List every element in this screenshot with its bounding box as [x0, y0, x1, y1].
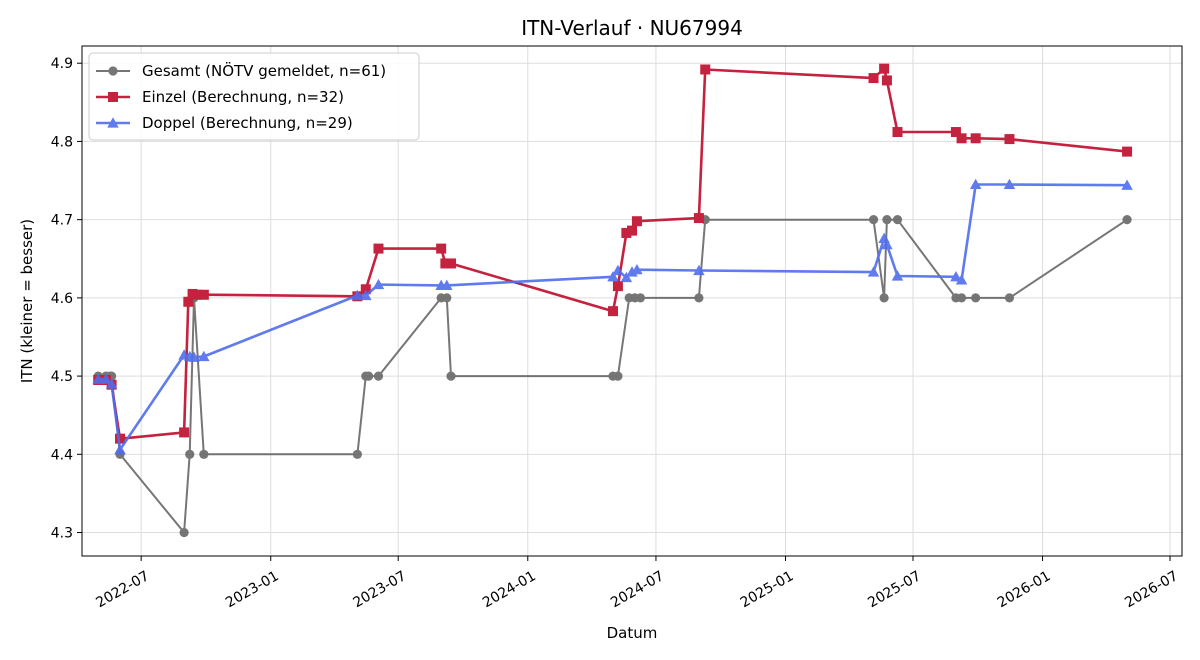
data-point — [881, 75, 892, 86]
data-point — [612, 281, 623, 292]
data-point — [1004, 134, 1015, 145]
data-point — [621, 227, 632, 238]
data-point — [971, 293, 981, 303]
data-point — [199, 449, 209, 459]
data-point — [627, 225, 637, 236]
data-point — [440, 258, 451, 269]
data-point — [108, 92, 118, 102]
data-point — [100, 373, 112, 384]
data-point — [364, 371, 374, 381]
y-tick-label: 4.4 — [51, 447, 73, 463]
data-point — [607, 306, 618, 317]
legend-label: Doppel (Berechnung, n=29) — [142, 114, 353, 132]
y-tick-label: 4.3 — [51, 526, 73, 542]
data-point — [867, 266, 880, 277]
data-point — [373, 243, 384, 254]
data-point — [442, 293, 452, 303]
data-point — [188, 351, 200, 362]
data-point — [360, 289, 372, 301]
data-point — [92, 373, 104, 384]
data-point — [436, 243, 447, 254]
data-point — [969, 178, 982, 190]
data-point — [882, 215, 892, 225]
data-point — [114, 443, 126, 455]
data-point — [183, 296, 194, 307]
data-point — [694, 293, 704, 303]
data-point — [970, 133, 981, 144]
data-point — [108, 66, 118, 76]
data-point — [892, 127, 903, 138]
data-point — [107, 117, 119, 128]
data-point — [352, 449, 362, 459]
y-tick-label: 4.6 — [51, 291, 73, 307]
data-point — [185, 449, 195, 459]
data-point — [879, 63, 890, 74]
y-axis-title: ITN (kleiner = besser) — [18, 219, 36, 383]
legend-swatch — [96, 66, 130, 76]
data-point — [105, 378, 118, 389]
data-point — [891, 270, 904, 281]
legend-swatch — [96, 92, 130, 102]
data-point — [955, 274, 968, 285]
data-point — [446, 371, 456, 381]
data-point — [956, 293, 967, 303]
y-tick-label: 4.8 — [51, 134, 73, 150]
data-point — [441, 279, 453, 290]
data-point — [635, 293, 646, 303]
data-point — [446, 258, 457, 269]
data-point — [373, 371, 384, 381]
data-point — [198, 350, 210, 362]
series-3 — [92, 178, 1133, 455]
data-point — [1121, 179, 1133, 190]
data-point — [950, 271, 962, 282]
y-tick-label: 4.5 — [51, 369, 73, 385]
data-point — [892, 215, 903, 225]
data-point — [879, 293, 889, 303]
data-point — [179, 527, 189, 538]
y-tick-label: 4.7 — [51, 213, 73, 229]
data-point — [1003, 178, 1016, 190]
data-point — [868, 215, 879, 225]
legend-box — [88, 52, 420, 141]
data-point — [1122, 146, 1133, 157]
legend-swatch — [96, 117, 130, 128]
data-point — [115, 433, 126, 444]
data-point — [956, 133, 967, 144]
data-point — [620, 271, 633, 283]
plot-frame — [81, 45, 1183, 557]
series-layer — [92, 63, 1133, 538]
data-point — [179, 427, 190, 438]
data-point — [881, 238, 893, 250]
data-point — [631, 263, 643, 275]
legend-label: Einzel (Berechnung, n=32) — [142, 88, 344, 106]
data-point — [950, 127, 961, 138]
legend: Gesamt (NÖTV gemeldet, n=61) Einzel (Bere… — [88, 52, 420, 141]
data-point — [607, 271, 619, 282]
data-point — [693, 213, 704, 224]
data-point — [700, 64, 711, 75]
x-axis-title: Datum — [607, 624, 658, 642]
data-point — [191, 289, 202, 300]
data-point — [1004, 293, 1015, 303]
data-point — [372, 278, 385, 290]
chart-title: ITN-Verlauf · NU67994 — [521, 16, 743, 40]
data-point — [868, 73, 879, 84]
data-point — [198, 289, 209, 300]
data-point — [631, 216, 642, 227]
data-point — [360, 284, 371, 295]
legend-label: Gesamt (NÖTV gemeldet, n=61) — [142, 61, 386, 80]
data-point — [613, 371, 623, 381]
data-point — [351, 289, 364, 301]
data-point — [693, 264, 705, 276]
y-tick-label: 4.9 — [51, 56, 73, 72]
data-point — [612, 264, 624, 276]
data-point — [1122, 215, 1132, 225]
